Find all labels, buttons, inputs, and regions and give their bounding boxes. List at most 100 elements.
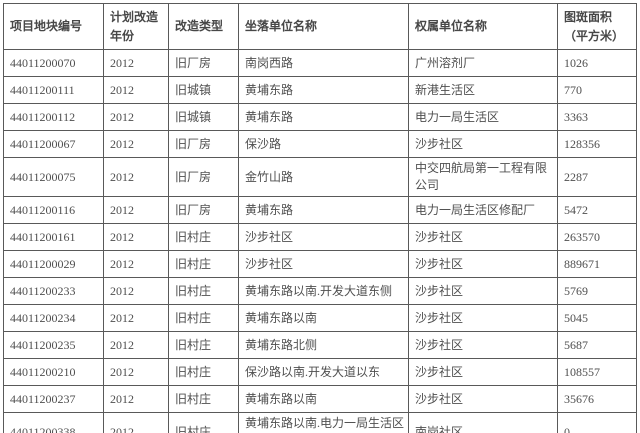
cell-renovation-type: 旧城镇 bbox=[168, 103, 239, 131]
cell-location-unit: 黄埔东路 bbox=[238, 103, 409, 131]
cell-plan-year: 2012 bbox=[103, 412, 169, 433]
header-row: 项目地块编号 计划改造 年份 改造类型 坐落单位名称 权属单位名称 图斑面积 （… bbox=[3, 3, 637, 50]
cell-patch-area: 263570 bbox=[557, 223, 637, 251]
cell-plot-id: 44011200112 bbox=[3, 103, 104, 131]
table-row: 44011200075 2012 旧厂房 金竹山路 中交四航局第一工程有限公司 2287 bbox=[3, 157, 637, 197]
table-row: 44011200161 2012 旧村庄 沙步社区 沙步社区 263570 bbox=[3, 223, 637, 251]
cell-patch-area: 5769 bbox=[557, 277, 637, 305]
cell-plot-id: 44011200029 bbox=[3, 250, 104, 278]
cell-ownership-unit: 电力一局生活区 bbox=[408, 103, 558, 131]
cell-plan-year: 2012 bbox=[103, 385, 169, 413]
cell-ownership-unit: 沙步社区 bbox=[408, 331, 558, 359]
table-row: 440112003382012旧村庄黄埔东路以南.电力一局生活区修配厂以东南岗社… bbox=[3, 412, 637, 433]
table-body: 44011200070 2012 旧厂房 南岗西路 广州溶剂厂 1026 440112001… bbox=[3, 49, 637, 433]
cell-location-unit: 保沙路以南.开发大道以东 bbox=[238, 358, 409, 386]
cell-patch-area: 889671 bbox=[557, 250, 637, 278]
table-row: 44011200235 2012 旧村庄 黄埔东路北侧 沙步社区 5687 bbox=[3, 331, 637, 359]
cell-patch-area: 0 bbox=[557, 412, 637, 433]
cell-ownership-unit: 沙步社区 bbox=[408, 358, 558, 386]
cell-location-unit: 黄埔东路以南.开发大道东侧 bbox=[238, 277, 409, 305]
cell-renovation-type: 旧村庄 bbox=[168, 304, 239, 332]
cell-ownership-unit: 新港生活区 bbox=[408, 76, 558, 104]
cell-location-unit: 沙步社区 bbox=[238, 250, 409, 278]
table-row: 44011200237 2012 旧村庄 黄埔东路以南 沙步社区 35676 bbox=[3, 385, 637, 413]
cell-plot-id: 44011200210 bbox=[3, 358, 104, 386]
cell-renovation-type: 旧村庄 bbox=[168, 223, 239, 251]
cell-location-unit: 黄埔东路以南.电力一局生活区修配厂以东 bbox=[238, 412, 409, 433]
cell-renovation-type: 旧厂房 bbox=[168, 196, 239, 224]
table-header: 项目地块编号 计划改造 年份 改造类型 坐落单位名称 权属单位名称 图斑面积 （… bbox=[3, 3, 637, 50]
table-row: 44011200233 2012 旧村庄 黄埔东路以南.开发大道东侧 沙步社区 5769 bbox=[3, 277, 637, 305]
cell-plan-year: 2012 bbox=[103, 130, 169, 158]
cell-location-unit: 黄埔东路以南 bbox=[238, 304, 409, 332]
cell-plot-id: 44011200338 bbox=[3, 412, 104, 433]
header-patch-area: 图斑面积 （平方米） bbox=[557, 3, 637, 50]
cell-renovation-type: 旧村庄 bbox=[168, 250, 239, 278]
header-location-unit: 坐落单位名称 bbox=[238, 3, 409, 50]
cell-ownership-unit: 南岗社区 bbox=[408, 412, 558, 433]
cell-plot-id: 44011200237 bbox=[3, 385, 104, 413]
cell-plan-year: 2012 bbox=[103, 358, 169, 386]
table-row: 44011200029 2012 旧村庄 沙步社区 沙步社区 889671 bbox=[3, 250, 637, 278]
table-row: 44011200067 2012 旧厂房 保沙路 沙步社区 128356 bbox=[3, 130, 637, 158]
cell-ownership-unit: 沙步社区 bbox=[408, 223, 558, 251]
cell-ownership-unit: 沙步社区 bbox=[408, 277, 558, 305]
cell-ownership-unit: 中交四航局第一工程有限公司 bbox=[408, 157, 558, 197]
cell-plan-year: 2012 bbox=[103, 196, 169, 224]
cell-plan-year: 2012 bbox=[103, 277, 169, 305]
table-row: 44011200116 2012 旧厂房 黄埔东路 电力一局生活区修配厂 5472 bbox=[3, 196, 637, 224]
cell-location-unit: 南岗西路 bbox=[238, 49, 409, 77]
cell-renovation-type: 旧村庄 bbox=[168, 277, 239, 305]
cell-plan-year: 2012 bbox=[103, 223, 169, 251]
cell-plot-id: 44011200111 bbox=[3, 76, 104, 104]
cell-renovation-type: 旧村庄 bbox=[168, 358, 239, 386]
cell-plan-year: 2012 bbox=[103, 304, 169, 332]
cell-plan-year: 2012 bbox=[103, 157, 169, 197]
cell-patch-area: 5687 bbox=[557, 331, 637, 359]
cell-patch-area: 2287 bbox=[557, 157, 637, 197]
cell-renovation-type: 旧村庄 bbox=[168, 412, 239, 433]
cell-renovation-type: 旧厂房 bbox=[168, 130, 239, 158]
cell-patch-area: 3363 bbox=[557, 103, 637, 131]
table-row: 44011200070 2012 旧厂房 南岗西路 广州溶剂厂 1026 bbox=[3, 49, 637, 77]
cell-patch-area: 5045 bbox=[557, 304, 637, 332]
cell-patch-area: 1026 bbox=[557, 49, 637, 77]
header-ownership-unit: 权属单位名称 bbox=[408, 3, 558, 50]
cell-plan-year: 2012 bbox=[103, 76, 169, 104]
plot-table: 项目地块编号 计划改造 年份 改造类型 坐落单位名称 权属单位名称 图斑面积 （… bbox=[3, 3, 637, 433]
cell-plot-id: 44011200070 bbox=[3, 49, 104, 77]
cell-plot-id: 44011200075 bbox=[3, 157, 104, 197]
cell-renovation-type: 旧厂房 bbox=[168, 49, 239, 77]
cell-ownership-unit: 沙步社区 bbox=[408, 304, 558, 332]
cell-patch-area: 108557 bbox=[557, 358, 637, 386]
cell-plot-id: 44011200161 bbox=[3, 223, 104, 251]
table-row: 44011200111 2012 旧城镇 黄埔东路 新港生活区 770 bbox=[3, 76, 637, 104]
cell-ownership-unit: 沙步社区 bbox=[408, 130, 558, 158]
cell-ownership-unit: 广州溶剂厂 bbox=[408, 49, 558, 77]
cell-renovation-type: 旧村庄 bbox=[168, 385, 239, 413]
cell-plan-year: 2012 bbox=[103, 49, 169, 77]
cell-renovation-type: 旧厂房 bbox=[168, 157, 239, 197]
cell-plot-id: 44011200235 bbox=[3, 331, 104, 359]
table-row: 44011200210 2012 旧村庄 保沙路以南.开发大道以东 沙步社区 108557 bbox=[3, 358, 637, 386]
cell-patch-area: 128356 bbox=[557, 130, 637, 158]
cell-plan-year: 2012 bbox=[103, 331, 169, 359]
header-renovation-type: 改造类型 bbox=[168, 3, 239, 50]
cell-renovation-type: 旧村庄 bbox=[168, 331, 239, 359]
cell-location-unit: 沙步社区 bbox=[238, 223, 409, 251]
header-plan-year: 计划改造 年份 bbox=[103, 3, 169, 50]
cell-patch-area: 5472 bbox=[557, 196, 637, 224]
cell-location-unit: 黄埔东路以南 bbox=[238, 385, 409, 413]
table-row: 44011200234 2012 旧村庄 黄埔东路以南 沙步社区 5045 bbox=[3, 304, 637, 332]
cell-plot-id: 44011200233 bbox=[3, 277, 104, 305]
cell-location-unit: 保沙路 bbox=[238, 130, 409, 158]
cell-plan-year: 2012 bbox=[103, 103, 169, 131]
header-plot-id: 项目地块编号 bbox=[3, 3, 104, 50]
table-row: 44011200112 2012 旧城镇 黄埔东路 电力一局生活区 3363 bbox=[3, 103, 637, 131]
cell-plan-year: 2012 bbox=[103, 250, 169, 278]
cell-ownership-unit: 沙步社区 bbox=[408, 250, 558, 278]
cell-ownership-unit: 沙步社区 bbox=[408, 385, 558, 413]
cell-location-unit: 黄埔东路 bbox=[238, 196, 409, 224]
cell-ownership-unit: 电力一局生活区修配厂 bbox=[408, 196, 558, 224]
